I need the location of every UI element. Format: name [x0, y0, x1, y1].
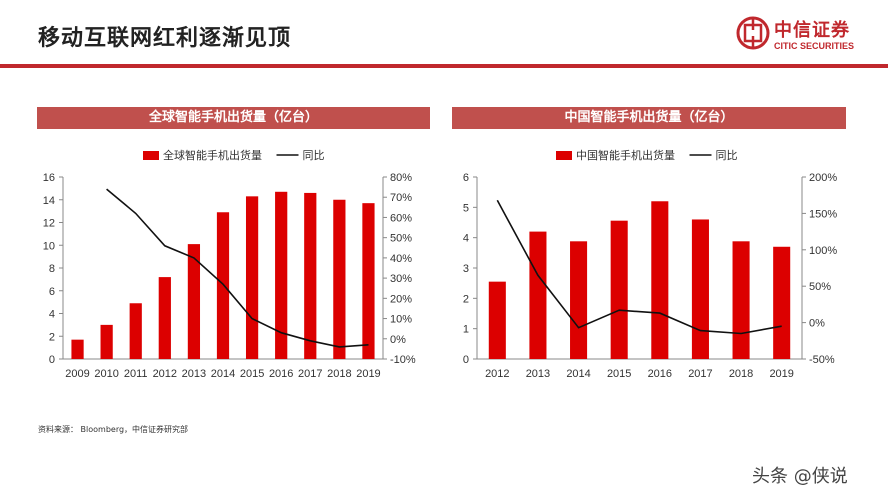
x-tick-label: 2015	[607, 368, 631, 380]
bar-2018	[732, 241, 750, 359]
right-tick-label: 60%	[390, 212, 412, 224]
x-tick-label: 2013	[526, 368, 550, 380]
yoy-line	[496, 199, 782, 335]
citic-logo: 中信证券 CITIC SECURITIES	[736, 14, 876, 54]
x-tick-label: 2018	[729, 368, 753, 380]
right-tick-label: 0%	[390, 334, 406, 346]
left-tick-label: 6	[49, 286, 55, 298]
bar-2018	[333, 199, 346, 359]
legend-bar-label: 中国智能手机出货量	[576, 148, 675, 162]
bar-2013	[187, 244, 201, 359]
legend-line-label: 同比	[716, 149, 738, 162]
left-tick-label: 6	[463, 172, 469, 184]
left-tick-label: 10	[43, 240, 55, 252]
left-tick-label: 5	[463, 202, 469, 214]
legend: 全球智能手机出货量 同比	[143, 148, 325, 162]
right-tick-label: 30%	[390, 273, 412, 285]
right-tick-label: -50%	[809, 354, 835, 366]
logo-name-cn: 中信证券	[774, 20, 850, 41]
x-tick-label: 2013	[182, 368, 206, 380]
x-tick-label: 2019	[769, 368, 793, 380]
x-tick-label: 2016	[269, 368, 293, 380]
x-tick-label: 2017	[688, 368, 712, 380]
left-tick-label: 8	[49, 263, 55, 275]
right-tick-label: 40%	[390, 253, 412, 265]
x-tick-label: 2009	[65, 368, 89, 380]
x-tick-label: 2019	[356, 368, 380, 380]
left-tick-label: 1	[463, 324, 469, 336]
left-tick-label: 4	[463, 233, 469, 245]
right-tick-label: 50%	[809, 281, 831, 293]
left-tick-label: 2	[463, 293, 469, 305]
bar-2017	[304, 192, 317, 359]
legend-bar-swatch	[556, 151, 572, 160]
left-tick-label: 2	[49, 331, 55, 343]
right-tick-label: 0%	[809, 318, 825, 330]
legend-bar-label: 全球智能手机出货量	[163, 148, 262, 162]
chart2-header: 中国智能手机出货量（亿台）	[452, 107, 846, 129]
x-tick-label: 2010	[94, 368, 118, 380]
legend-bar-swatch	[143, 151, 159, 160]
right-tick-label: 100%	[809, 245, 837, 257]
bar-2011	[129, 303, 142, 359]
x-tick-label: 2016	[648, 368, 672, 380]
x-tick-label: 2012	[153, 368, 177, 380]
page-title: 移动互联网红利逐渐见顶	[38, 26, 292, 51]
right-tick-label: 200%	[809, 172, 837, 184]
x-tick-label: 2017	[298, 368, 322, 380]
chart1-header: 全球智能手机出货量（亿台）	[37, 107, 430, 129]
legend: 中国智能手机出货量 同比	[556, 148, 738, 162]
yoy-line	[106, 188, 369, 348]
x-tick-label: 2018	[327, 368, 351, 380]
right-tick-label: 50%	[390, 233, 412, 245]
bar-2013	[529, 231, 547, 359]
left-tick-label: 4	[49, 309, 55, 321]
x-tick-label: 2011	[124, 368, 148, 380]
logo-name-en: CITIC SECURITIES	[774, 41, 855, 51]
title-rule	[0, 64, 888, 68]
left-tick-label: 0	[463, 354, 469, 366]
bar-2009	[71, 339, 84, 359]
right-tick-label: 20%	[390, 293, 412, 305]
bar-2012	[158, 277, 171, 359]
right-tick-label: 80%	[390, 172, 412, 184]
bar-2014	[570, 241, 588, 359]
left-tick-label: 14	[43, 195, 55, 207]
source-note: 资料来源： Bloomberg，中信证券研究部	[38, 425, 189, 434]
bar-2010	[100, 324, 113, 359]
x-tick-label: 2014	[211, 368, 235, 380]
bar-2019	[362, 203, 375, 359]
left-tick-label: 12	[43, 218, 55, 230]
left-tick-label: 3	[463, 263, 469, 275]
right-tick-label: -10%	[390, 354, 416, 366]
bar-2016	[275, 191, 288, 359]
bar-2017	[691, 219, 709, 359]
watermark: 头条 @侠说	[752, 466, 848, 487]
right-tick-label: 10%	[390, 314, 412, 326]
citic-emblem-icon	[736, 16, 770, 50]
left-tick-label: 16	[43, 172, 55, 184]
x-tick-label: 2014	[566, 368, 590, 380]
chart1-global-shipments: 0 2 4 6 8 10 12 14 16 -10% 0% 10% 20% 30% 40% 50% 60% 70%…	[43, 148, 416, 380]
right-tick-label: 70%	[390, 192, 412, 204]
bar-2012	[488, 281, 506, 359]
bar-2015	[245, 196, 259, 359]
right-tick-label: 150%	[809, 208, 837, 220]
bar-2019	[773, 246, 791, 359]
chart2-china-shipments: 0 1 2 3 4 5 6 -50% 0% 50% 100% 150% 200% 2012 2013 2014…	[463, 148, 837, 380]
legend-line-label: 同比	[303, 149, 325, 162]
bar-2014	[216, 212, 230, 359]
x-tick-label: 2015	[240, 368, 264, 380]
bar-2016	[651, 201, 669, 359]
x-tick-label: 2012	[485, 368, 509, 380]
bar-2015	[610, 220, 628, 359]
left-tick-label: 0	[49, 354, 55, 366]
